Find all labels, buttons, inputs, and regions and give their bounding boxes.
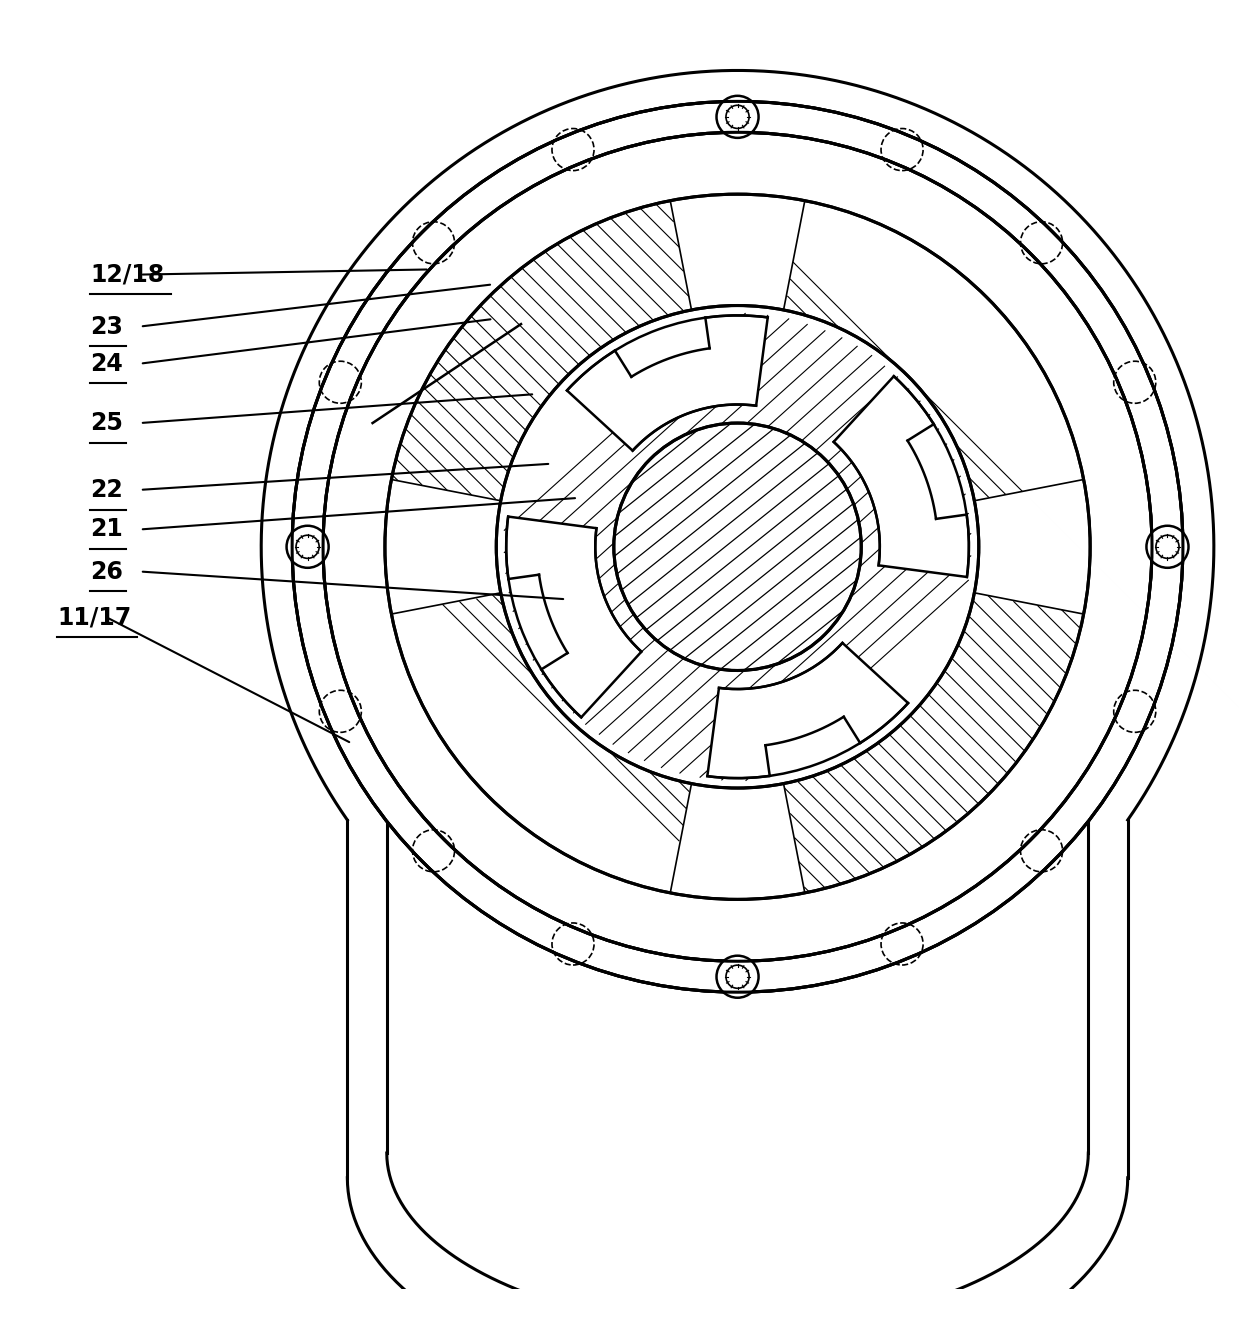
Circle shape <box>725 106 749 129</box>
Wedge shape <box>833 377 968 577</box>
Circle shape <box>296 535 319 558</box>
Text: 12/18: 12/18 <box>91 263 165 287</box>
Circle shape <box>725 966 749 988</box>
Circle shape <box>502 311 972 782</box>
Text: 26: 26 <box>91 559 123 583</box>
Wedge shape <box>392 593 692 893</box>
Wedge shape <box>567 315 768 451</box>
Circle shape <box>1156 535 1179 558</box>
Wedge shape <box>833 377 968 577</box>
Circle shape <box>1147 526 1188 567</box>
Wedge shape <box>506 516 641 717</box>
Wedge shape <box>784 201 1084 500</box>
Text: 21: 21 <box>91 518 123 542</box>
Wedge shape <box>392 201 692 500</box>
Text: 11/17: 11/17 <box>57 605 131 629</box>
Text: 25: 25 <box>91 412 123 434</box>
Text: 23: 23 <box>91 315 123 338</box>
Circle shape <box>717 95 759 138</box>
Wedge shape <box>567 315 768 451</box>
Circle shape <box>384 194 1090 900</box>
Wedge shape <box>707 642 908 778</box>
Wedge shape <box>707 642 908 778</box>
Circle shape <box>717 956 759 998</box>
Text: 22: 22 <box>91 477 123 502</box>
Circle shape <box>614 422 862 670</box>
Text: 24: 24 <box>91 351 123 375</box>
Wedge shape <box>506 516 641 717</box>
Wedge shape <box>784 593 1084 893</box>
Circle shape <box>286 526 329 567</box>
